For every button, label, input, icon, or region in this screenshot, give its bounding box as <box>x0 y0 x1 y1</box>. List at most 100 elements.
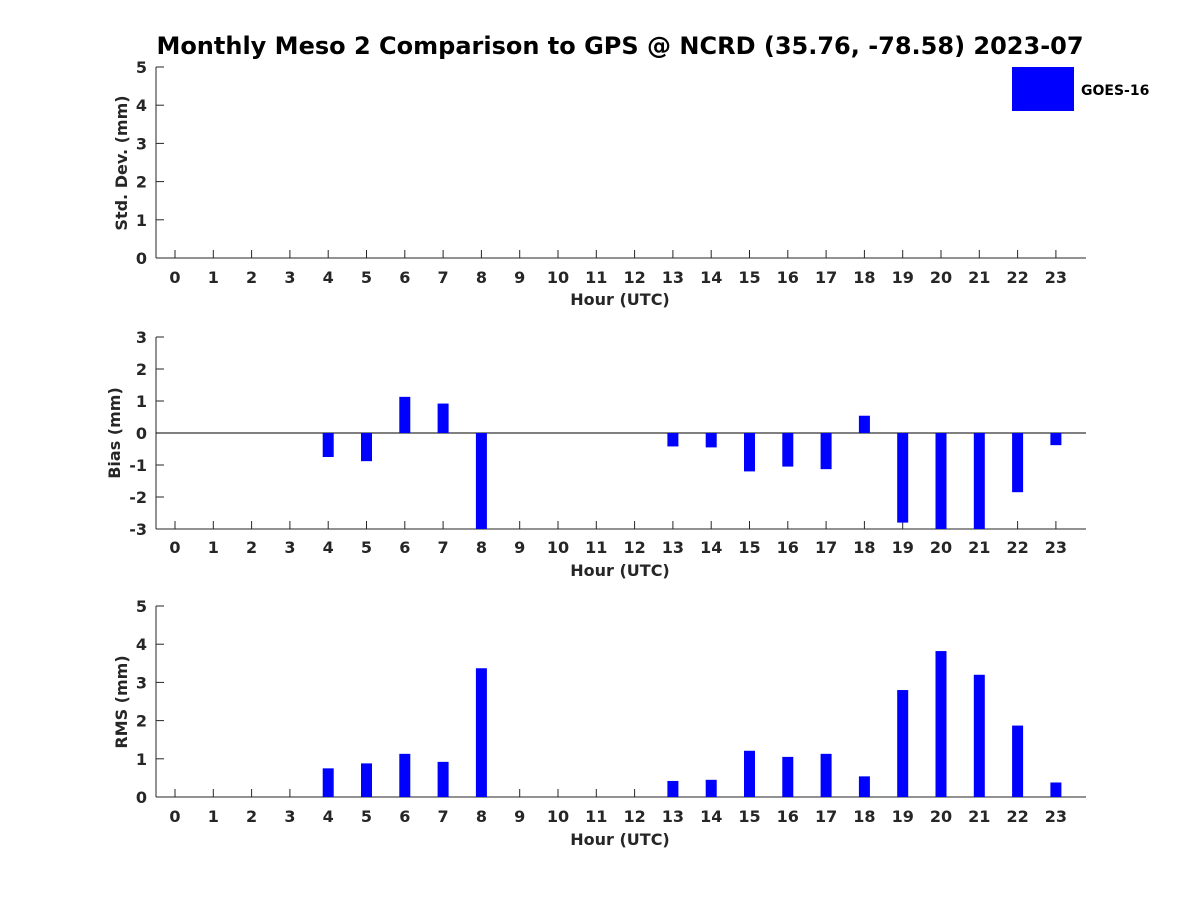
bar <box>897 433 909 523</box>
y-tick-label: -3 <box>129 520 147 539</box>
x-tick-label: 9 <box>514 538 525 557</box>
x-tick-label: 15 <box>738 807 760 826</box>
bar <box>475 433 487 529</box>
x-tick-label: 6 <box>399 268 410 287</box>
x-tick-label: 12 <box>623 807 645 826</box>
x-tick-label: 7 <box>438 807 449 826</box>
y-tick-label: 2 <box>136 360 147 379</box>
x-tick-label: 14 <box>700 538 722 557</box>
y-tick-label: 1 <box>136 750 147 769</box>
x-tick-label: 3 <box>284 807 295 826</box>
y-tick-label: 5 <box>136 58 147 77</box>
y-axis-label: Bias (mm) <box>105 387 124 479</box>
bar <box>475 668 487 797</box>
bar <box>705 779 717 797</box>
x-tick-label: 6 <box>399 538 410 557</box>
bar <box>820 753 832 797</box>
y-tick-label: 3 <box>136 134 147 153</box>
bar <box>399 753 411 797</box>
x-tick-label: 3 <box>284 538 295 557</box>
x-tick-label: 18 <box>853 538 875 557</box>
x-tick-label: 21 <box>968 268 990 287</box>
y-tick-label: 3 <box>136 328 147 347</box>
x-tick-label: 11 <box>585 538 607 557</box>
x-tick-label: 4 <box>323 268 334 287</box>
x-tick-label: 20 <box>930 268 952 287</box>
x-tick-label: 19 <box>892 268 914 287</box>
x-tick-label: 22 <box>1006 268 1028 287</box>
x-tick-label: 1 <box>208 538 219 557</box>
bar <box>322 433 334 457</box>
x-axis-label: Hour (UTC) <box>570 561 670 580</box>
x-tick-label: 16 <box>777 807 799 826</box>
bar <box>820 433 832 470</box>
legend-label: GOES-16 <box>1081 83 1149 99</box>
x-tick-label: 22 <box>1006 807 1028 826</box>
x-tick-label: 19 <box>892 538 914 557</box>
bar <box>1012 725 1024 797</box>
x-tick-label: 10 <box>547 807 569 826</box>
x-axis-label: Hour (UTC) <box>570 290 670 309</box>
y-tick-label: 0 <box>136 788 147 807</box>
x-tick-label: 15 <box>738 538 760 557</box>
y-tick-label: 1 <box>136 392 147 411</box>
y-tick-label: 4 <box>136 96 147 115</box>
x-tick-label: 7 <box>438 268 449 287</box>
bar <box>935 651 947 797</box>
bar <box>1050 433 1062 446</box>
y-tick-label: -1 <box>129 456 147 475</box>
bar <box>935 433 947 529</box>
x-tick-label: 1 <box>208 268 219 287</box>
x-tick-label: 10 <box>547 538 569 557</box>
x-tick-label: 17 <box>815 268 837 287</box>
x-axis-label: Hour (UTC) <box>570 830 670 849</box>
x-tick-label: 2 <box>246 807 257 826</box>
x-tick-label: 13 <box>662 268 684 287</box>
x-tick-label: 0 <box>169 807 180 826</box>
bar <box>897 690 909 797</box>
x-tick-label: 13 <box>662 807 684 826</box>
x-tick-label: 4 <box>323 807 334 826</box>
x-tick-label: 5 <box>361 807 372 826</box>
y-tick-label: 0 <box>136 424 147 443</box>
y-tick-label: -2 <box>129 488 147 507</box>
y-axis-label: RMS (mm) <box>112 655 131 748</box>
y-tick-label: 2 <box>136 173 147 192</box>
x-tick-label: 12 <box>623 268 645 287</box>
x-tick-label: 10 <box>547 268 569 287</box>
x-tick-label: 8 <box>476 268 487 287</box>
x-tick-label: 23 <box>1045 268 1067 287</box>
x-tick-label: 14 <box>700 807 722 826</box>
bar <box>667 780 679 797</box>
x-tick-label: 21 <box>968 538 990 557</box>
bar <box>1050 782 1062 797</box>
x-tick-label: 16 <box>777 538 799 557</box>
bar <box>973 674 985 797</box>
x-tick-label: 11 <box>585 268 607 287</box>
y-tick-label: 4 <box>136 635 147 654</box>
chart-title: Monthly Meso 2 Comparison to GPS @ NCRD … <box>156 32 1083 60</box>
x-tick-label: 14 <box>700 268 722 287</box>
x-tick-label: 7 <box>438 538 449 557</box>
x-tick-label: 12 <box>623 538 645 557</box>
x-tick-label: 13 <box>662 538 684 557</box>
x-tick-label: 5 <box>361 538 372 557</box>
x-tick-label: 16 <box>777 268 799 287</box>
x-tick-label: 5 <box>361 268 372 287</box>
legend-swatch <box>1012 67 1074 111</box>
y-tick-label: 0 <box>136 249 147 268</box>
bar <box>1012 433 1024 493</box>
bar <box>973 433 985 529</box>
x-tick-label: 6 <box>399 807 410 826</box>
x-tick-label: 8 <box>476 807 487 826</box>
bar <box>858 415 870 433</box>
x-tick-label: 19 <box>892 807 914 826</box>
x-tick-label: 20 <box>930 807 952 826</box>
y-tick-label: 5 <box>136 597 147 616</box>
bar <box>437 403 449 433</box>
y-tick-label: 1 <box>136 211 147 230</box>
